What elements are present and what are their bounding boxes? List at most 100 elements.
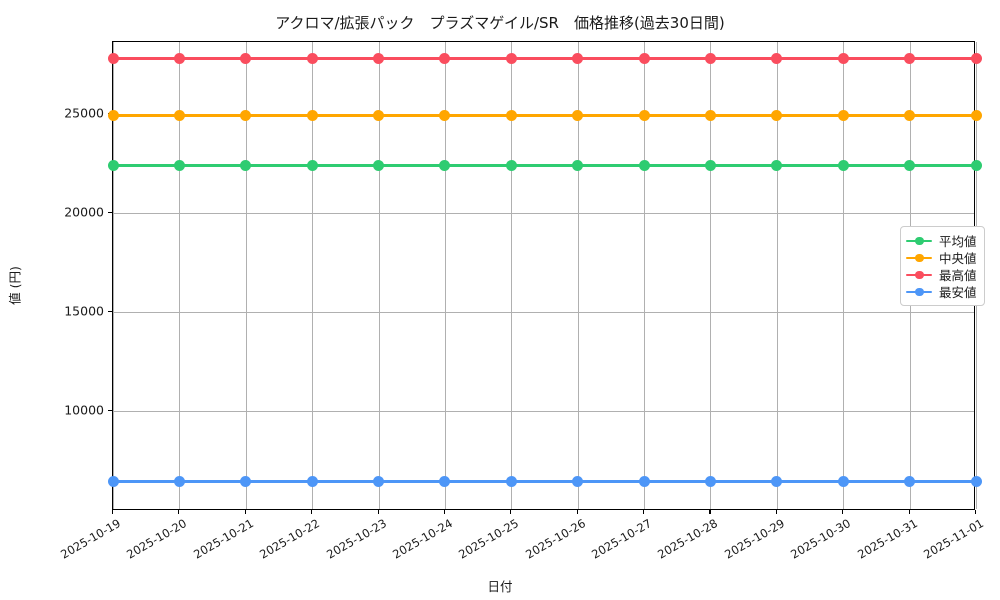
series-segment: [511, 57, 578, 61]
series-segment: [909, 164, 976, 168]
y-axis-tick-mark: [108, 311, 112, 313]
data-point-marker: [505, 475, 517, 487]
data-point-marker: [970, 160, 982, 172]
y-axis-label: 値 (円): [7, 266, 23, 305]
series-segment: [776, 113, 844, 117]
series-segment: [312, 57, 379, 61]
series-segment: [179, 479, 246, 483]
data-point-marker: [704, 475, 716, 487]
series-中央値: [107, 42, 982, 509]
series-segment: [179, 113, 246, 117]
legend-swatch-icon: [906, 286, 932, 298]
data-point-marker: [771, 475, 783, 487]
series-segment: [577, 57, 645, 61]
legend-item-最高値[interactable]: 最高値: [906, 266, 977, 283]
series-segment: [644, 57, 711, 61]
series-segment: [909, 57, 976, 61]
series-segment: [245, 479, 313, 483]
data-point-marker: [970, 109, 982, 121]
series-segment: [179, 57, 246, 61]
series-最高値: [107, 42, 982, 509]
data-point-marker: [771, 53, 783, 65]
x-axis-tick-mark: [112, 510, 114, 514]
series-segment: [444, 164, 512, 168]
data-point-marker: [373, 160, 385, 172]
data-point-marker: [771, 160, 783, 172]
y-axis-tick-label: 10000: [64, 402, 104, 418]
data-point-marker: [173, 109, 185, 121]
series-segment: [511, 479, 578, 483]
gridline-vertical: [776, 42, 778, 509]
series-segment: [644, 113, 711, 117]
series-segment: [710, 479, 777, 483]
data-point-marker: [373, 109, 385, 121]
series-segment: [245, 57, 313, 61]
legend-item-label: 最高値: [939, 268, 977, 283]
data-point-marker: [306, 475, 318, 487]
series-segment: [776, 57, 844, 61]
series-segment: [511, 113, 578, 117]
data-point-marker: [173, 160, 185, 172]
legend-item-中央値[interactable]: 中央値: [906, 249, 977, 266]
series-segment: [776, 479, 844, 483]
data-point-marker: [107, 53, 119, 65]
y-axis-tick-mark: [108, 410, 112, 412]
chart-legend[interactable]: 平均値 中央値最高値最安値: [900, 226, 985, 306]
data-point-marker: [373, 475, 385, 487]
data-point-marker: [904, 475, 916, 487]
data-point-marker: [638, 53, 650, 65]
gridline-vertical: [245, 42, 247, 509]
series-segment: [710, 57, 777, 61]
data-point-marker: [306, 160, 318, 172]
series-segment: [245, 113, 313, 117]
data-point-marker: [107, 160, 119, 172]
data-point-marker: [439, 109, 451, 121]
gridline-vertical: [179, 42, 181, 509]
data-point-marker: [904, 160, 916, 172]
x-axis-tick-mark: [709, 510, 711, 514]
series-segment: [644, 479, 711, 483]
data-point-marker: [373, 53, 385, 65]
gridline-vertical: [113, 42, 114, 509]
data-point-marker: [572, 109, 584, 121]
data-point-marker: [771, 109, 783, 121]
x-axis-tick-mark: [178, 510, 180, 514]
data-point-marker: [173, 475, 185, 487]
gridline-horizontal: [113, 312, 974, 314]
series-segment: [710, 164, 777, 168]
x-axis-tick-mark: [643, 510, 645, 514]
series-segment: [312, 479, 379, 483]
data-point-marker: [173, 53, 185, 65]
series-segment: [577, 164, 645, 168]
data-point-marker: [439, 475, 451, 487]
data-point-marker: [505, 160, 517, 172]
data-point-marker: [107, 475, 119, 487]
legend-item-平均値[interactable]: 平均値: [906, 232, 977, 249]
gridline-vertical: [843, 42, 845, 509]
data-point-marker: [837, 53, 849, 65]
series-最安値: [107, 42, 982, 509]
data-point-marker: [970, 475, 982, 487]
data-point-marker: [439, 53, 451, 65]
y-axis-tick-mark: [108, 212, 112, 214]
legend-item-label: 最安値: [939, 285, 977, 300]
series-segment: [511, 164, 578, 168]
data-point-marker: [704, 109, 716, 121]
series-segment: [113, 57, 180, 61]
gridline-vertical: [378, 42, 380, 509]
data-point-marker: [837, 475, 849, 487]
data-point-marker: [638, 475, 650, 487]
data-point-marker: [904, 109, 916, 121]
series-segment: [710, 113, 777, 117]
y-axis-tick-label: 20000: [64, 204, 104, 220]
series-segment: [843, 57, 910, 61]
series-segment: [378, 57, 445, 61]
data-point-marker: [704, 53, 716, 65]
data-point-marker: [704, 160, 716, 172]
legend-item-最安値[interactable]: 最安値: [906, 283, 977, 300]
x-axis-tick-mark: [975, 510, 977, 514]
data-point-marker: [837, 160, 849, 172]
series-segment: [378, 113, 445, 117]
data-point-marker: [306, 53, 318, 65]
gridline-horizontal: [113, 213, 974, 215]
